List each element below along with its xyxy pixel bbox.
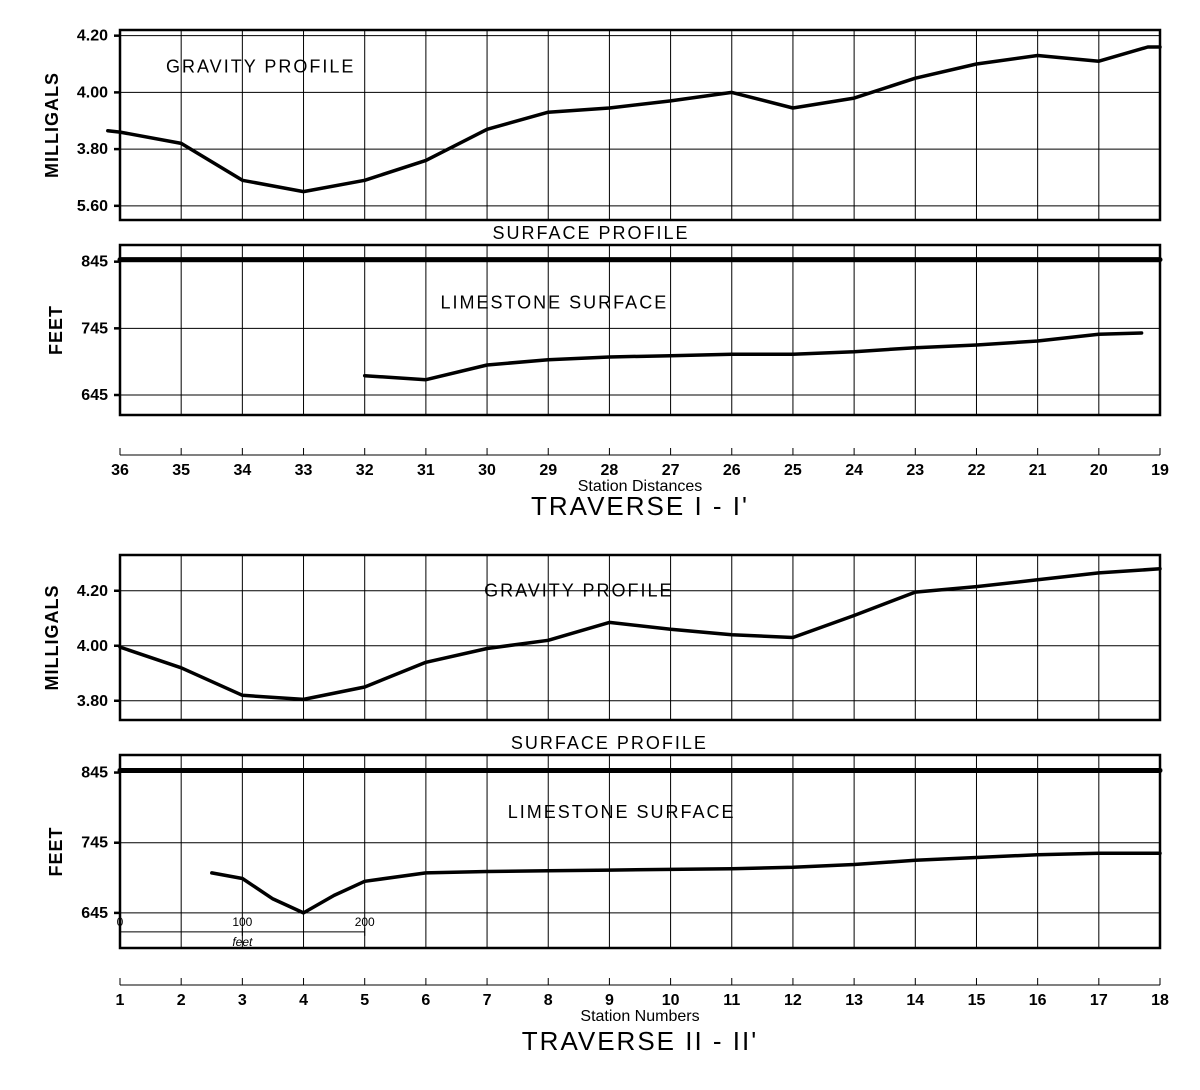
svg-text:22: 22 xyxy=(968,462,986,479)
svg-text:21: 21 xyxy=(1029,462,1047,479)
svg-text:feet: feet xyxy=(232,935,253,949)
svg-text:TRAVERSE I - I': TRAVERSE I - I' xyxy=(531,491,749,521)
svg-text:845: 845 xyxy=(81,765,108,782)
svg-text:MILLIGALS: MILLIGALS xyxy=(42,585,62,691)
svg-text:36: 36 xyxy=(111,462,129,479)
svg-text:645: 645 xyxy=(81,905,108,922)
svg-text:1: 1 xyxy=(116,992,125,1009)
svg-text:3.80: 3.80 xyxy=(77,693,108,710)
svg-text:18: 18 xyxy=(1151,992,1169,1009)
svg-text:13: 13 xyxy=(845,992,863,1009)
svg-text:31: 31 xyxy=(417,462,435,479)
svg-text:GRAVITY PROFILE: GRAVITY PROFILE xyxy=(484,580,673,600)
svg-text:32: 32 xyxy=(356,462,374,479)
svg-text:4.20: 4.20 xyxy=(77,28,108,45)
svg-text:33: 33 xyxy=(295,462,313,479)
svg-text:5.60: 5.60 xyxy=(77,198,108,215)
svg-text:Station Numbers: Station Numbers xyxy=(580,1008,699,1025)
svg-text:4.20: 4.20 xyxy=(77,583,108,600)
svg-text:29: 29 xyxy=(539,462,557,479)
svg-text:12: 12 xyxy=(784,992,802,1009)
svg-text:28: 28 xyxy=(601,462,619,479)
svg-text:4.00: 4.00 xyxy=(77,84,108,101)
svg-text:200: 200 xyxy=(355,915,375,929)
svg-text:6: 6 xyxy=(421,992,430,1009)
svg-text:16: 16 xyxy=(1029,992,1047,1009)
svg-text:7: 7 xyxy=(483,992,492,1009)
svg-text:3: 3 xyxy=(238,992,247,1009)
svg-text:LIMESTONE SURFACE: LIMESTONE SURFACE xyxy=(508,802,736,822)
svg-text:FEET: FEET xyxy=(46,826,66,876)
svg-text:645: 645 xyxy=(81,387,108,404)
svg-text:27: 27 xyxy=(662,462,680,479)
svg-text:SURFACE PROFILE: SURFACE PROFILE xyxy=(493,223,690,243)
svg-text:34: 34 xyxy=(233,462,251,479)
svg-text:2: 2 xyxy=(177,992,186,1009)
svg-text:745: 745 xyxy=(81,320,108,337)
svg-text:845: 845 xyxy=(81,254,108,271)
svg-text:GRAVITY PROFILE: GRAVITY PROFILE xyxy=(166,57,355,77)
svg-text:745: 745 xyxy=(81,835,108,852)
svg-text:5: 5 xyxy=(360,992,369,1009)
svg-text:8: 8 xyxy=(544,992,553,1009)
svg-text:30: 30 xyxy=(478,462,496,479)
svg-text:20: 20 xyxy=(1090,462,1108,479)
svg-text:24: 24 xyxy=(845,462,863,479)
svg-text:14: 14 xyxy=(906,992,924,1009)
traverse-charts: 5.60 3.80 4.00 4.20 MILLIGALS GRAVITY PROFILE… xyxy=(20,20,1180,1070)
svg-text:3.80: 3.80 xyxy=(77,141,108,158)
svg-text:4.00: 4.00 xyxy=(77,638,108,655)
svg-text:SURFACE PROFILE: SURFACE PROFILE xyxy=(511,733,708,753)
svg-text:FEET: FEET xyxy=(46,305,66,355)
traverse-1: 5.60 3.80 4.00 4.20 MILLIGALS GRAVITY PROFILE… xyxy=(42,28,1169,521)
traverse-2: 3.804.004.20MILLIGALSGRAVITY PROFILE6457… xyxy=(42,555,1169,1056)
svg-text:35: 35 xyxy=(172,462,190,479)
svg-text:10: 10 xyxy=(662,992,680,1009)
svg-text:25: 25 xyxy=(784,462,802,479)
svg-text:TRAVERSE II - II': TRAVERSE II - II' xyxy=(522,1026,758,1056)
svg-text:9: 9 xyxy=(605,992,614,1009)
svg-text:15: 15 xyxy=(968,992,986,1009)
svg-text:4: 4 xyxy=(299,992,308,1009)
svg-text:0: 0 xyxy=(117,915,124,929)
svg-text:100: 100 xyxy=(232,915,252,929)
svg-text:19: 19 xyxy=(1151,462,1169,479)
svg-text:LIMESTONE SURFACE: LIMESTONE SURFACE xyxy=(440,292,668,312)
svg-text:26: 26 xyxy=(723,462,741,479)
svg-text:11: 11 xyxy=(723,992,740,1009)
svg-text:MILLIGALS: MILLIGALS xyxy=(42,72,62,178)
svg-text:17: 17 xyxy=(1090,992,1108,1009)
svg-text:23: 23 xyxy=(906,462,924,479)
